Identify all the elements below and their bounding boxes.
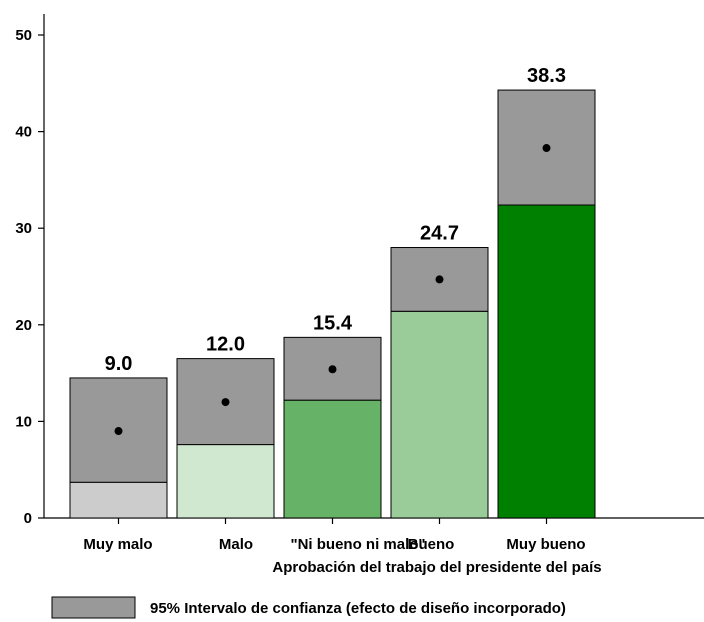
data-label: 24.7 <box>420 223 459 245</box>
x-axis-title: Aprobación del trabajo del presidente de… <box>272 559 601 576</box>
point-estimate <box>328 365 337 374</box>
x-tick-label: Muy malo <box>83 536 152 553</box>
bars: 9.0 12.0 15.4 24.7 38.3 <box>69 65 596 519</box>
y-tick-label: 30 <box>15 220 32 237</box>
point-estimate <box>542 144 551 153</box>
point-estimate <box>435 275 444 284</box>
x-tick-label: Malo <box>219 536 253 553</box>
bar <box>497 204 596 519</box>
y-tick-label: 50 <box>15 27 32 44</box>
y-tick-label: 0 <box>24 510 32 527</box>
bar <box>390 310 489 519</box>
bar <box>69 481 168 519</box>
y-axis: 0 10 20 30 40 50 <box>15 14 45 527</box>
bar <box>176 444 275 519</box>
data-label: 12.0 <box>206 334 245 356</box>
data-label: 38.3 <box>527 65 566 87</box>
point-estimate <box>114 427 123 436</box>
x-tick-label: "Ni bueno ni malo" <box>290 536 425 553</box>
legend: 95% Intervalo de confianza (efecto de di… <box>51 596 566 619</box>
x-ticks: Muy malo Malo "Ni bueno ni malo"Bueno Muy b… <box>83 518 586 553</box>
legend-swatch <box>51 596 136 619</box>
legend-label: 95% Intervalo de confianza (efecto de di… <box>150 600 566 617</box>
y-tick-label: 20 <box>15 317 32 334</box>
point-estimate <box>221 398 230 407</box>
x-tick-label: Muy bueno <box>506 536 585 553</box>
bar <box>283 399 382 519</box>
y-tick-label: 40 <box>15 124 32 141</box>
data-label: 15.4 <box>313 312 353 334</box>
y-tick-label: 10 <box>15 413 32 430</box>
data-label: 9.0 <box>105 353 133 375</box>
x-tick-label: Bueno <box>408 536 455 553</box>
